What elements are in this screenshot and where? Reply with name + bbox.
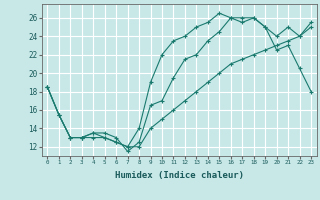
X-axis label: Humidex (Indice chaleur): Humidex (Indice chaleur)	[115, 171, 244, 180]
